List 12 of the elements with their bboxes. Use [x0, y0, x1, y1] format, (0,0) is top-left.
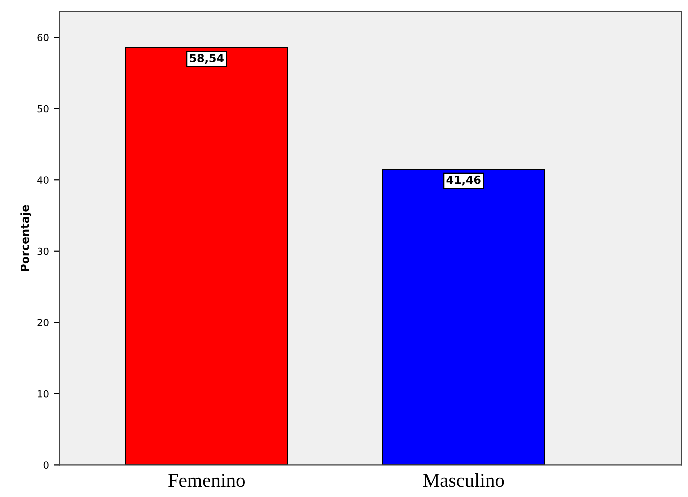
- x-tick-label: Masculino: [423, 474, 504, 488]
- y-tick-label: 60: [38, 34, 49, 42]
- data-label: 41,46: [446, 176, 481, 186]
- y-tick-label: 20: [38, 319, 49, 326]
- x-tick-label: Femenino: [168, 474, 246, 488]
- y-tick-label: 40: [38, 176, 49, 184]
- y-tick-label: 10: [38, 390, 49, 398]
- y-axis-title: Porcentaje: [20, 205, 32, 272]
- y-tick-label: 0: [44, 462, 49, 470]
- y-tick-label: 30: [38, 248, 49, 256]
- data-label: 58,54: [190, 54, 224, 64]
- y-tick-label: 50: [38, 105, 49, 113]
